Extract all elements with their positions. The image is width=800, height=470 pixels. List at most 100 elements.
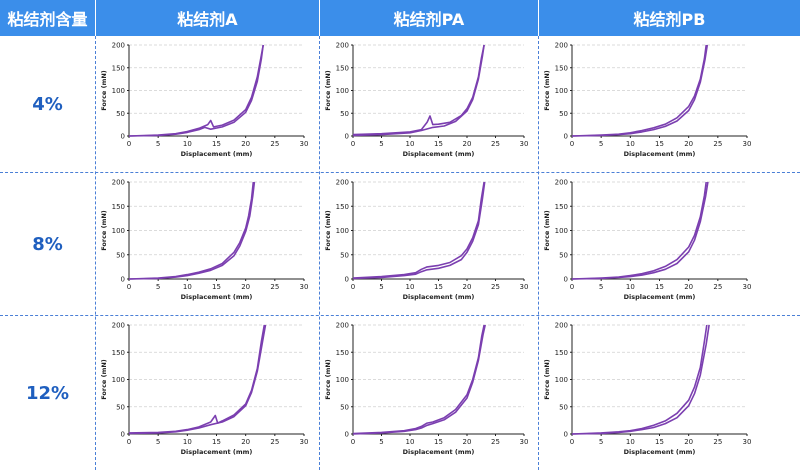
x-axis-label: Displacement (mm) — [624, 150, 696, 158]
y-tick-label: 200 — [112, 42, 125, 50]
series-line-curve-2 — [128, 44, 264, 137]
x-tick-label: 10 — [406, 438, 415, 446]
y-tick-label: 0 — [345, 133, 349, 141]
y-tick-label: 50 — [116, 251, 125, 259]
x-tick-label: 5 — [379, 283, 383, 291]
force-displacement-chart: 0 50 100 150 200 0 5 10 15 20 25 30 Displacement (mm… — [543, 42, 751, 159]
force-displacement-chart: 0 50 100 150 200 0 5 10 15 20 25 30 Displacement (mm… — [543, 322, 751, 457]
y-axis-label: Force (mN) — [324, 210, 332, 251]
x-tick-label: 25 — [713, 438, 722, 446]
y-tick-label: 100 — [112, 227, 125, 235]
y-tick-label: 200 — [112, 179, 125, 187]
x-tick-label: 10 — [183, 438, 192, 446]
series-line-curve-1 — [352, 44, 485, 136]
x-tick-label: 0 — [127, 438, 131, 446]
force-displacement-chart: 0 50 100 150 200 0 5 10 15 20 25 30 Displacement (mm… — [543, 179, 752, 302]
column-divider — [95, 36, 96, 470]
x-tick-label: 10 — [406, 283, 415, 291]
x-axis-label: Displacement (mm) — [624, 293, 696, 301]
x-tick-label: 20 — [241, 140, 250, 148]
y-tick-label: 200 — [112, 322, 125, 330]
series-line-curve-2 — [352, 324, 486, 435]
row-label-12: 12% — [25, 382, 70, 404]
force-displacement-chart: 0 50 100 150 200 0 5 10 15 20 25 30 Displacement (mm… — [324, 322, 528, 457]
x-axis-label: Displacement (mm) — [624, 448, 696, 456]
y-tick-label: 0 — [564, 431, 568, 439]
x-tick-label: 10 — [183, 140, 192, 148]
y-tick-label: 50 — [340, 251, 349, 259]
y-tick-label: 100 — [555, 376, 568, 384]
x-tick-label: 5 — [156, 283, 160, 291]
x-tick-label: 5 — [156, 438, 160, 446]
y-tick-label: 100 — [112, 376, 125, 384]
y-axis-label: Force (mN) — [100, 210, 108, 251]
x-tick-label: 0 — [351, 140, 355, 148]
x-tick-label: 25 — [491, 438, 500, 446]
x-tick-label: 15 — [212, 283, 221, 291]
y-tick-label: 50 — [116, 403, 125, 411]
x-tick-label: 25 — [713, 283, 722, 291]
x-axis-label: Displacement (mm) — [181, 150, 253, 158]
y-tick-label: 150 — [555, 349, 568, 357]
y-tick-label: 0 — [121, 133, 125, 141]
y-axis-label: Force (mN) — [100, 70, 108, 111]
series-line-curve-2 — [128, 324, 267, 435]
series-line-curve-2 — [352, 44, 485, 137]
x-tick-label: 25 — [713, 140, 722, 148]
x-tick-label: 0 — [570, 140, 574, 148]
row-divider — [0, 315, 800, 316]
y-tick-label: 200 — [555, 42, 568, 50]
y-tick-label: 100 — [555, 227, 568, 235]
x-tick-label: 30 — [300, 438, 309, 446]
x-tick-label: 15 — [434, 283, 443, 291]
x-tick-label: 0 — [570, 438, 574, 446]
y-tick-label: 0 — [121, 431, 125, 439]
row-divider — [0, 172, 800, 173]
x-tick-label: 20 — [241, 283, 250, 291]
series-line-curve-1 — [352, 181, 485, 279]
y-tick-label: 200 — [336, 179, 349, 187]
x-tick-label: 30 — [300, 140, 309, 148]
y-tick-label: 200 — [336, 42, 349, 50]
y-tick-label: 0 — [564, 133, 568, 141]
force-displacement-chart: 0 50 100 150 200 0 5 10 15 20 25 30 Displacement (mm… — [100, 42, 309, 159]
y-tick-label: 50 — [559, 110, 568, 118]
x-tick-label: 20 — [463, 283, 472, 291]
x-tick-label: 20 — [684, 140, 693, 148]
y-tick-label: 150 — [336, 349, 349, 357]
series-line-curve-2 — [571, 181, 709, 280]
x-tick-label: 15 — [212, 438, 221, 446]
x-tick-label: 10 — [626, 438, 635, 446]
x-tick-label: 5 — [599, 140, 603, 148]
x-tick-label: 0 — [570, 283, 574, 291]
x-axis-label: Displacement (mm) — [181, 448, 253, 456]
y-tick-label: 50 — [559, 251, 568, 259]
y-tick-label: 100 — [336, 87, 349, 95]
y-tick-label: 200 — [555, 322, 568, 330]
series-line-curve-1 — [128, 324, 266, 434]
y-tick-label: 0 — [564, 276, 568, 284]
x-tick-label: 10 — [626, 140, 635, 148]
x-tick-label: 25 — [270, 438, 279, 446]
y-tick-label: 50 — [559, 403, 568, 411]
series-line-curve-2 — [571, 324, 710, 435]
y-axis-label: Force (mN) — [324, 359, 332, 400]
x-tick-label: 10 — [626, 283, 635, 291]
y-axis-label: Force (mN) — [324, 70, 332, 111]
header-binder-pa: 粘结剂PA — [320, 0, 538, 36]
x-tick-label: 0 — [127, 283, 131, 291]
y-axis-label: Force (mN) — [543, 70, 551, 111]
x-tick-label: 25 — [491, 283, 500, 291]
x-tick-label: 15 — [655, 283, 664, 291]
x-tick-label: 0 — [351, 438, 355, 446]
y-axis-label: Force (mN) — [100, 359, 108, 400]
y-tick-label: 0 — [345, 431, 349, 439]
y-tick-label: 100 — [336, 376, 349, 384]
x-tick-label: 25 — [270, 140, 279, 148]
x-tick-label: 30 — [743, 283, 752, 291]
y-tick-label: 150 — [336, 64, 349, 72]
header-binder-pb: 粘结剂PB — [539, 0, 800, 36]
x-tick-label: 0 — [127, 140, 131, 148]
y-tick-label: 50 — [340, 403, 349, 411]
y-tick-label: 150 — [555, 64, 568, 72]
